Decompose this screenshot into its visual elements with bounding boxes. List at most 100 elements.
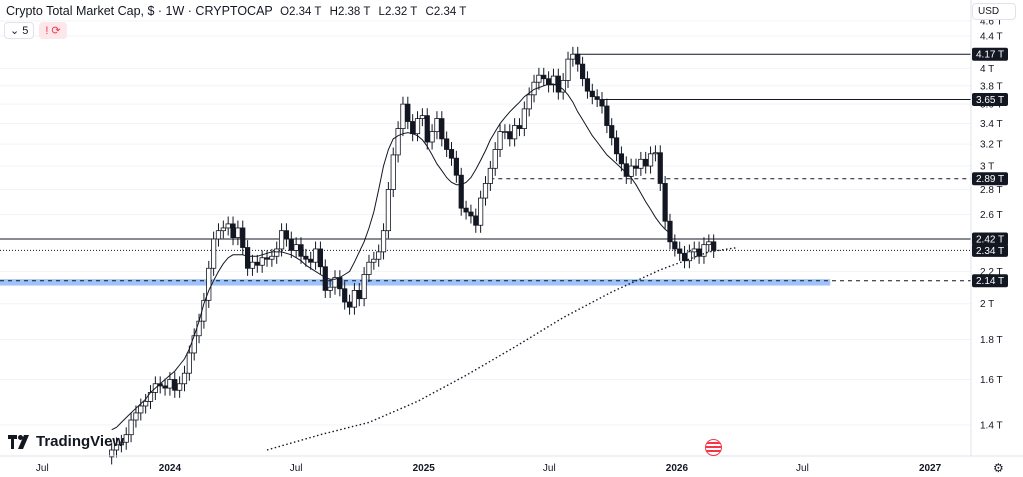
candle-body [410, 121, 416, 135]
symbol-title[interactable]: Crypto Total Market Cap, $ · 1W · CRYPTO… [6, 4, 273, 18]
candle-body [594, 96, 600, 100]
candle-body [230, 223, 236, 238]
candle-11 [162, 378, 168, 396]
candle-body [662, 183, 668, 222]
candle-110 [643, 151, 649, 174]
candle-body [380, 230, 387, 253]
candle-body [604, 105, 610, 126]
price-tick-label-0: 4.6 T [980, 16, 1003, 27]
candle-70 [448, 142, 455, 166]
candle-114 [662, 176, 668, 229]
candle-27 [240, 220, 246, 256]
candle-42 [312, 241, 319, 270]
candle-13 [172, 372, 178, 398]
candle-body [706, 241, 712, 246]
candle-105 [618, 146, 625, 172]
price-label-bg [972, 274, 1008, 288]
candle-65 [424, 108, 430, 150]
candle-117 [677, 241, 683, 261]
time-tick-label-6: Jul [796, 463, 809, 474]
candle-96 [575, 46, 581, 72]
candle-73 [463, 200, 469, 220]
sma-short-line [111, 83, 671, 431]
candle-72 [458, 167, 464, 216]
candle-body [143, 401, 149, 407]
candle-body [686, 251, 692, 262]
candle-54 [371, 251, 377, 270]
candle-113 [657, 145, 663, 192]
candle-103 [609, 118, 615, 146]
candle-body [332, 277, 338, 288]
price-tick-label-6: 3.2 T [980, 140, 1003, 151]
time-axis: Jul 2024 Jul 2025 Jul 2026 Jul 2027 [36, 463, 942, 474]
gear-icon[interactable]: ⚙ [993, 461, 1004, 475]
candle-body [647, 153, 654, 167]
candle-body [254, 261, 260, 266]
candle-41 [308, 251, 314, 270]
price-label-3: 2.42 T [972, 232, 1008, 246]
candle-body [390, 154, 396, 190]
candle-body [366, 261, 372, 275]
candle-14 [177, 376, 183, 398]
horizontal-levels [0, 53, 971, 282]
candle-57 [385, 182, 391, 239]
candle-122 [701, 237, 707, 264]
candle-23 [220, 220, 226, 239]
candle-body [186, 352, 192, 374]
candle-111 [647, 146, 654, 174]
candle-90 [546, 71, 552, 93]
candle-36 [283, 223, 290, 247]
candle-60 [400, 96, 406, 137]
candle-body [317, 248, 324, 268]
candle-body [453, 157, 459, 176]
candle-body [482, 183, 489, 199]
candle-59 [395, 121, 401, 163]
currency-label: USD [978, 6, 1000, 17]
candle-body [351, 290, 358, 308]
candle-18 [196, 313, 202, 344]
candle-31 [259, 250, 265, 273]
time-tick-label-4: Jul [543, 463, 556, 474]
candle-12 [167, 372, 173, 396]
candle-body [303, 255, 309, 260]
price-tick-label-9: 2.6 T [980, 210, 1003, 221]
candle-121 [696, 241, 702, 264]
candle-body [570, 53, 576, 60]
price-label-4: 2.34 T [972, 243, 1008, 257]
us-flag-event-icon[interactable] [705, 439, 722, 456]
candle-93 [560, 73, 566, 100]
candle-116 [672, 234, 678, 257]
candle-102 [604, 98, 610, 134]
tradingview-wordmark: TradingView [36, 433, 125, 450]
indicator-toolbar: ⌄ 5 ! ⟳ [4, 22, 67, 39]
candle-body [526, 94, 532, 110]
candle-body [599, 99, 605, 107]
tradingview-logo[interactable]: TradingView [8, 433, 124, 450]
chevron-down-icon: ⌄ [10, 25, 20, 37]
candle-body [516, 125, 523, 129]
candle-body [395, 128, 401, 156]
alert-badge[interactable]: ! ⟳ [39, 22, 67, 39]
candle-body [419, 115, 425, 119]
candle-body [327, 286, 333, 291]
price-tick-label-1: 4.4 T [980, 31, 1003, 42]
candle-body [405, 103, 411, 122]
candle-body [701, 244, 707, 257]
indicators-toggle[interactable]: ⌄ 5 [4, 22, 35, 39]
candle-106 [623, 156, 629, 184]
candle-body [473, 215, 479, 226]
price-tick-label-14: 1.4 T [980, 420, 1003, 431]
candle-4 [128, 412, 134, 443]
indicator-count: 5 [22, 24, 29, 37]
candle-body [512, 125, 518, 140]
candle-81 [502, 124, 508, 140]
currency-selector[interactable]: USD [972, 3, 1016, 20]
candle-body [613, 137, 620, 155]
candle-68 [439, 111, 445, 147]
candle-body [113, 444, 120, 451]
candle-body [691, 248, 697, 253]
candle-22 [215, 223, 222, 247]
candle-82 [507, 124, 513, 147]
candle-61 [405, 96, 411, 130]
